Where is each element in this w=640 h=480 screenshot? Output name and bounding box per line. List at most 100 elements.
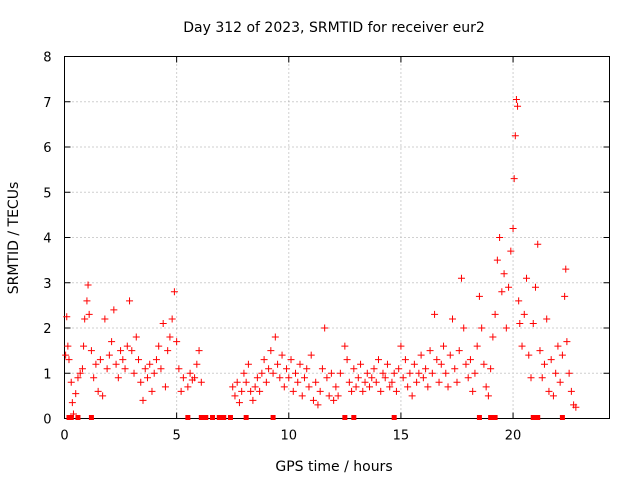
data-point	[81, 315, 89, 323]
data-point	[464, 374, 472, 382]
data-point	[545, 387, 553, 395]
data-point	[130, 369, 138, 377]
data-point	[543, 315, 551, 323]
zero-marker	[351, 415, 357, 420]
data-point	[372, 378, 380, 386]
data-point	[296, 360, 304, 368]
data-point	[68, 399, 76, 407]
data-point	[390, 369, 398, 377]
x-tick-label: 10	[281, 429, 298, 444]
data-point	[482, 383, 490, 391]
data-point	[177, 387, 185, 395]
data-point	[453, 378, 461, 386]
data-point	[336, 369, 344, 377]
data-point	[72, 390, 80, 398]
data-point	[137, 378, 145, 386]
data-point	[262, 378, 270, 386]
data-point	[377, 387, 385, 395]
data-point	[305, 383, 313, 391]
data-point	[191, 374, 199, 382]
data-point	[449, 315, 457, 323]
data-point	[361, 378, 369, 386]
data-point	[173, 338, 181, 346]
data-point	[480, 360, 488, 368]
data-point	[148, 387, 156, 395]
zero-marker	[488, 415, 494, 420]
data-point	[269, 369, 277, 377]
data-point	[325, 392, 333, 400]
data-point	[197, 378, 205, 386]
data-point	[150, 369, 158, 377]
data-point	[549, 392, 557, 400]
data-point	[540, 360, 548, 368]
data-point	[354, 374, 362, 382]
y-tick-label: 4	[43, 232, 51, 247]
data-point	[455, 347, 463, 355]
data-point	[507, 247, 515, 255]
data-point	[316, 387, 324, 395]
data-point	[92, 360, 100, 368]
data-point	[527, 374, 535, 382]
data-point	[350, 365, 358, 373]
data-point	[168, 315, 176, 323]
data-point	[240, 369, 248, 377]
data-point	[283, 365, 291, 373]
data-point	[558, 351, 566, 359]
data-point	[256, 387, 264, 395]
data-point	[406, 369, 414, 377]
data-point	[135, 356, 143, 364]
data-point	[175, 365, 183, 373]
data-point	[314, 401, 322, 409]
data-point	[238, 387, 246, 395]
data-point	[473, 342, 481, 350]
data-point	[327, 369, 335, 377]
data-point	[103, 365, 111, 373]
data-point	[141, 365, 149, 373]
zero-marker	[198, 415, 204, 420]
data-point	[265, 365, 273, 373]
zero-marker	[185, 415, 191, 420]
data-point	[370, 365, 378, 373]
data-point	[289, 387, 297, 395]
data-point	[85, 310, 93, 318]
zero-marker	[391, 415, 397, 420]
data-point	[498, 288, 506, 296]
data-point	[435, 378, 443, 386]
x-tick-label: 5	[172, 429, 180, 444]
data-point	[433, 356, 441, 364]
data-point	[462, 360, 470, 368]
data-point	[242, 378, 250, 386]
data-point	[567, 387, 575, 395]
data-point	[510, 175, 518, 183]
data-point	[469, 387, 477, 395]
data-point	[352, 383, 360, 391]
data-point	[76, 369, 84, 377]
data-point	[511, 132, 519, 140]
data-point	[431, 310, 439, 318]
data-point	[556, 378, 564, 386]
grid	[64, 56, 610, 419]
data-point	[401, 356, 409, 364]
data-point	[105, 351, 113, 359]
data-point	[170, 288, 178, 296]
data-point	[166, 333, 174, 341]
zero-marker	[530, 415, 536, 420]
data-point	[460, 324, 468, 332]
data-point	[114, 374, 122, 382]
zero-marker	[68, 415, 74, 420]
data-point	[392, 387, 400, 395]
data-point	[489, 333, 497, 341]
data-point	[260, 356, 268, 364]
data-point	[343, 356, 351, 364]
x-tick-label: 0	[60, 429, 68, 444]
data-point	[446, 351, 454, 359]
zero-marker	[203, 415, 209, 420]
data-point	[395, 365, 403, 373]
data-point	[408, 392, 416, 400]
data-point	[523, 274, 531, 282]
data-point	[363, 369, 371, 377]
y-tick-labels: 0 1 2 3 4 5 6 7 8	[43, 51, 51, 428]
zero-marker	[535, 415, 541, 420]
data-point	[538, 374, 546, 382]
data-point	[471, 369, 479, 377]
